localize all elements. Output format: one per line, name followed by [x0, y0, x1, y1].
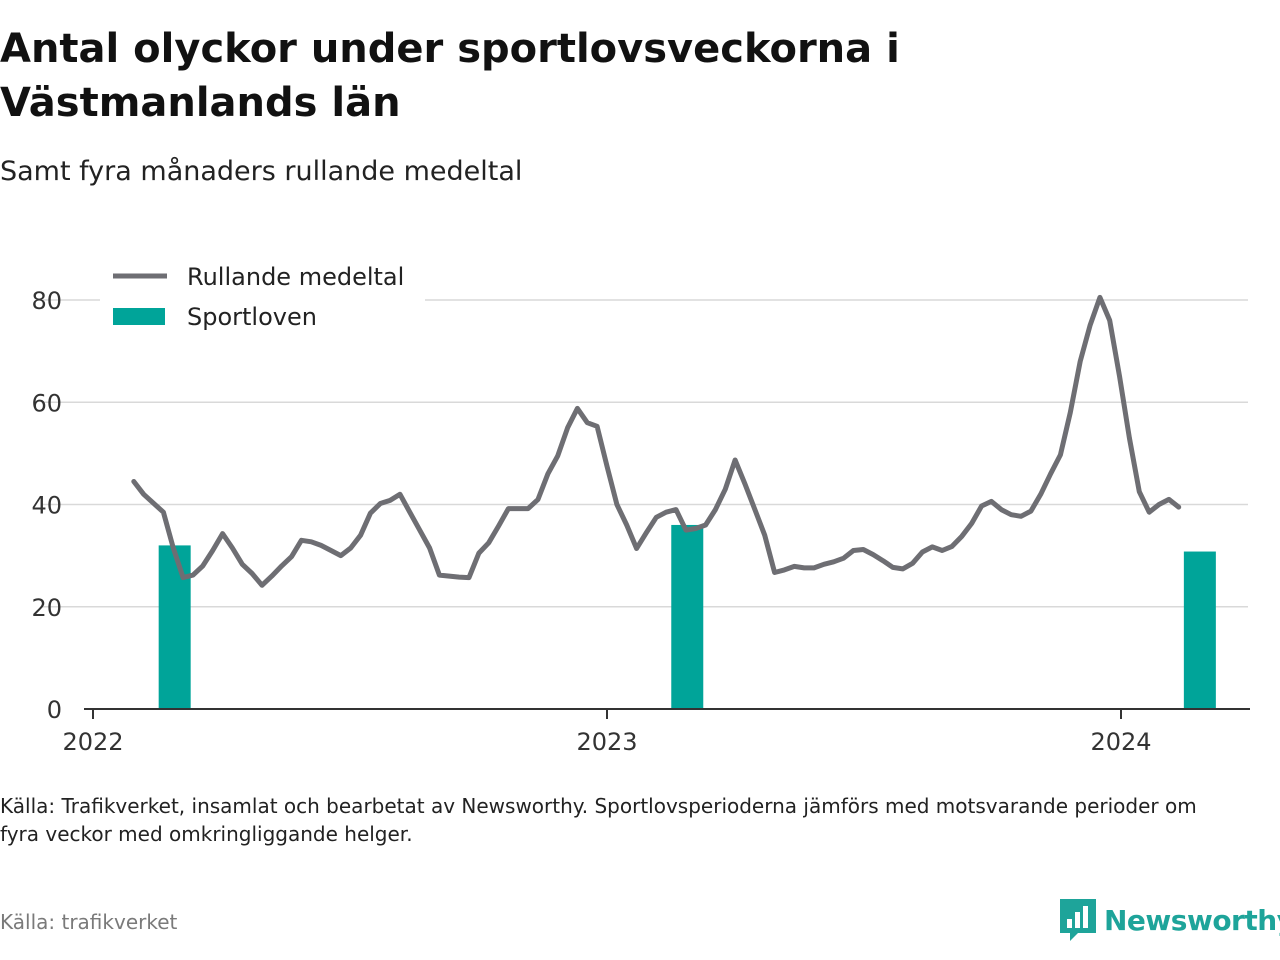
- y-tick-label-40: 40: [31, 492, 62, 520]
- x-tick-label-2022: 2022: [62, 728, 123, 756]
- sportlov-bar-1: [158, 545, 191, 709]
- brand-name: Newsworthy: [1104, 903, 1280, 937]
- grid-lines: 0 20 40 60 80: [31, 287, 1248, 724]
- legend-line-label: Rullande medeltal: [187, 263, 404, 291]
- x-axis: 2022 2023 2024: [62, 708, 1250, 756]
- chart-subtitle: Samt fyra månaders rullande medeltal: [0, 156, 523, 187]
- legend-bar-label: Sportloven: [187, 303, 317, 331]
- source-note: Källa: Trafikverket, insamlat och bearbe…: [0, 794, 1197, 846]
- newsworthy-logo: Newsworthy: [1058, 896, 1280, 944]
- x-tick-label-2023: 2023: [576, 728, 637, 756]
- x-tick-label-2024: 2024: [1090, 728, 1151, 756]
- rolling-average-line: [131, 294, 1182, 588]
- y-tick-label-20: 20: [31, 594, 62, 622]
- legend: Rullande medeltal Sportloven: [100, 255, 425, 340]
- chart-canvas: 0 20 40 60 80 Rullande medeltal Sportloven 2…: [31, 255, 1250, 756]
- sportlov-bar-3: [1183, 551, 1216, 709]
- y-tick-label-0: 0: [47, 696, 62, 724]
- newsworthy-logo-icon: [1060, 899, 1096, 941]
- chart-title: Antal olyckor under sportlovsveckorna i …: [0, 26, 900, 126]
- bar-series: [158, 524, 1216, 709]
- sportlov-bar-2: [671, 524, 704, 709]
- line-series: [131, 294, 1182, 588]
- source-label: Källa: trafikverket: [0, 910, 178, 934]
- legend-bar-swatch: [113, 308, 165, 325]
- y-tick-label-80: 80: [31, 287, 62, 315]
- legend-background: [100, 255, 425, 340]
- y-tick-label-60: 60: [31, 389, 62, 417]
